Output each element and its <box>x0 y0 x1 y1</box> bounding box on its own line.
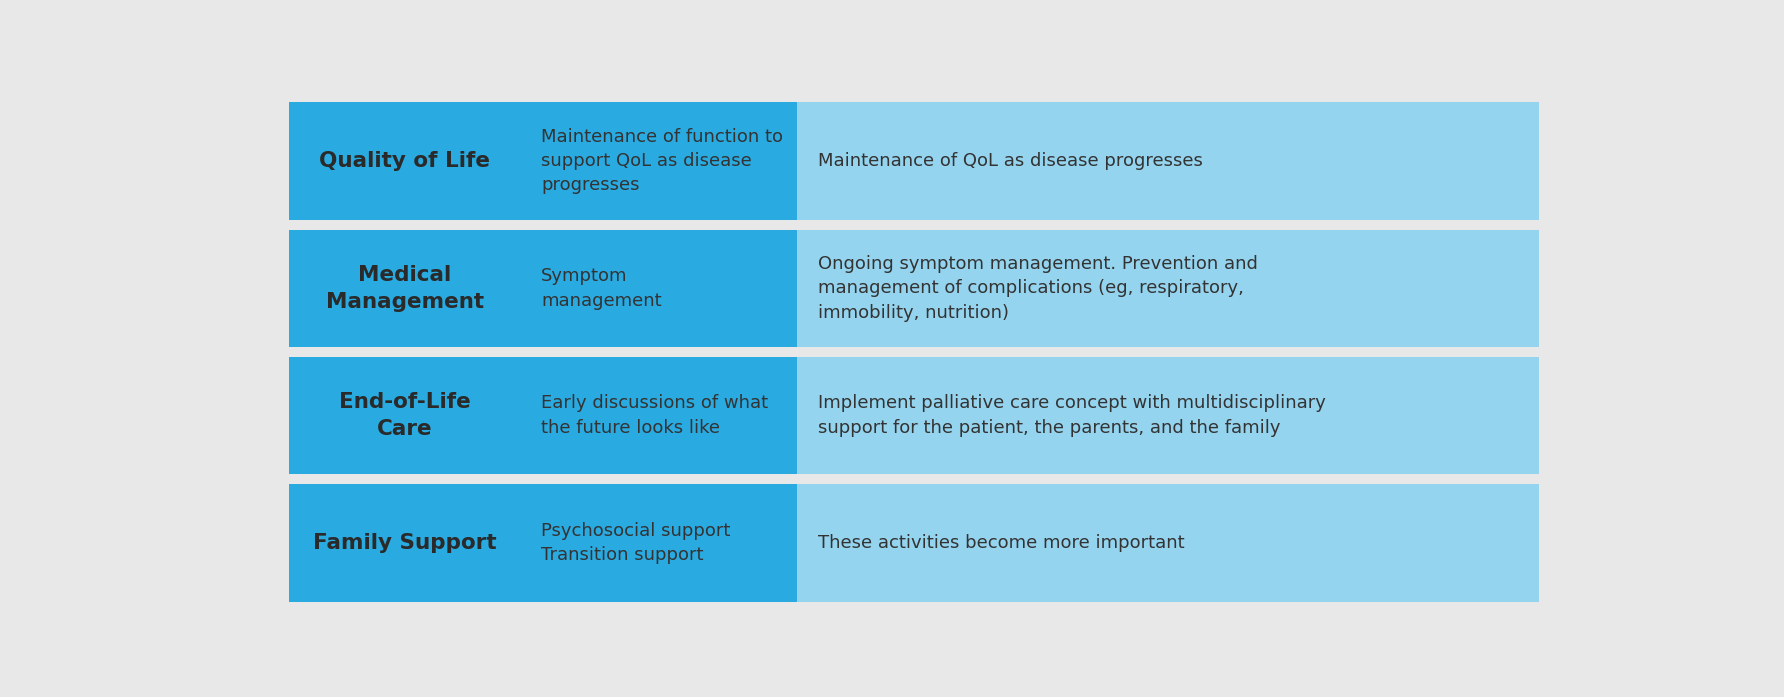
FancyBboxPatch shape <box>289 484 521 602</box>
Text: Early discussions of what
the future looks like: Early discussions of what the future loo… <box>541 395 769 437</box>
Text: Psychosocial support
Transition support: Psychosocial support Transition support <box>541 521 730 564</box>
FancyBboxPatch shape <box>797 484 1540 602</box>
FancyBboxPatch shape <box>289 102 521 220</box>
Text: Quality of Life: Quality of Life <box>319 151 491 171</box>
FancyBboxPatch shape <box>797 102 1540 220</box>
FancyBboxPatch shape <box>797 357 1540 475</box>
Text: Medical
Management: Medical Management <box>326 265 483 312</box>
Text: Symptom
management: Symptom management <box>541 267 662 309</box>
FancyBboxPatch shape <box>289 357 521 475</box>
Text: Maintenance of function to
support QoL as disease
progresses: Maintenance of function to support QoL a… <box>541 128 783 194</box>
Text: Implement palliative care concept with multidisciplinary
support for the patient: Implement palliative care concept with m… <box>817 395 1326 437</box>
Text: Maintenance of QoL as disease progresses: Maintenance of QoL as disease progresses <box>817 152 1202 170</box>
Text: Family Support: Family Support <box>312 533 496 553</box>
FancyBboxPatch shape <box>797 229 1540 347</box>
Text: Ongoing symptom management. Prevention and
management of complications (eg, resp: Ongoing symptom management. Prevention a… <box>817 255 1258 322</box>
Text: These activities become more important: These activities become more important <box>817 534 1185 552</box>
FancyBboxPatch shape <box>521 229 797 347</box>
FancyBboxPatch shape <box>521 357 797 475</box>
Text: End-of-Life
Care: End-of-Life Care <box>339 392 471 439</box>
FancyBboxPatch shape <box>289 229 521 347</box>
FancyBboxPatch shape <box>521 484 797 602</box>
FancyBboxPatch shape <box>521 102 797 220</box>
